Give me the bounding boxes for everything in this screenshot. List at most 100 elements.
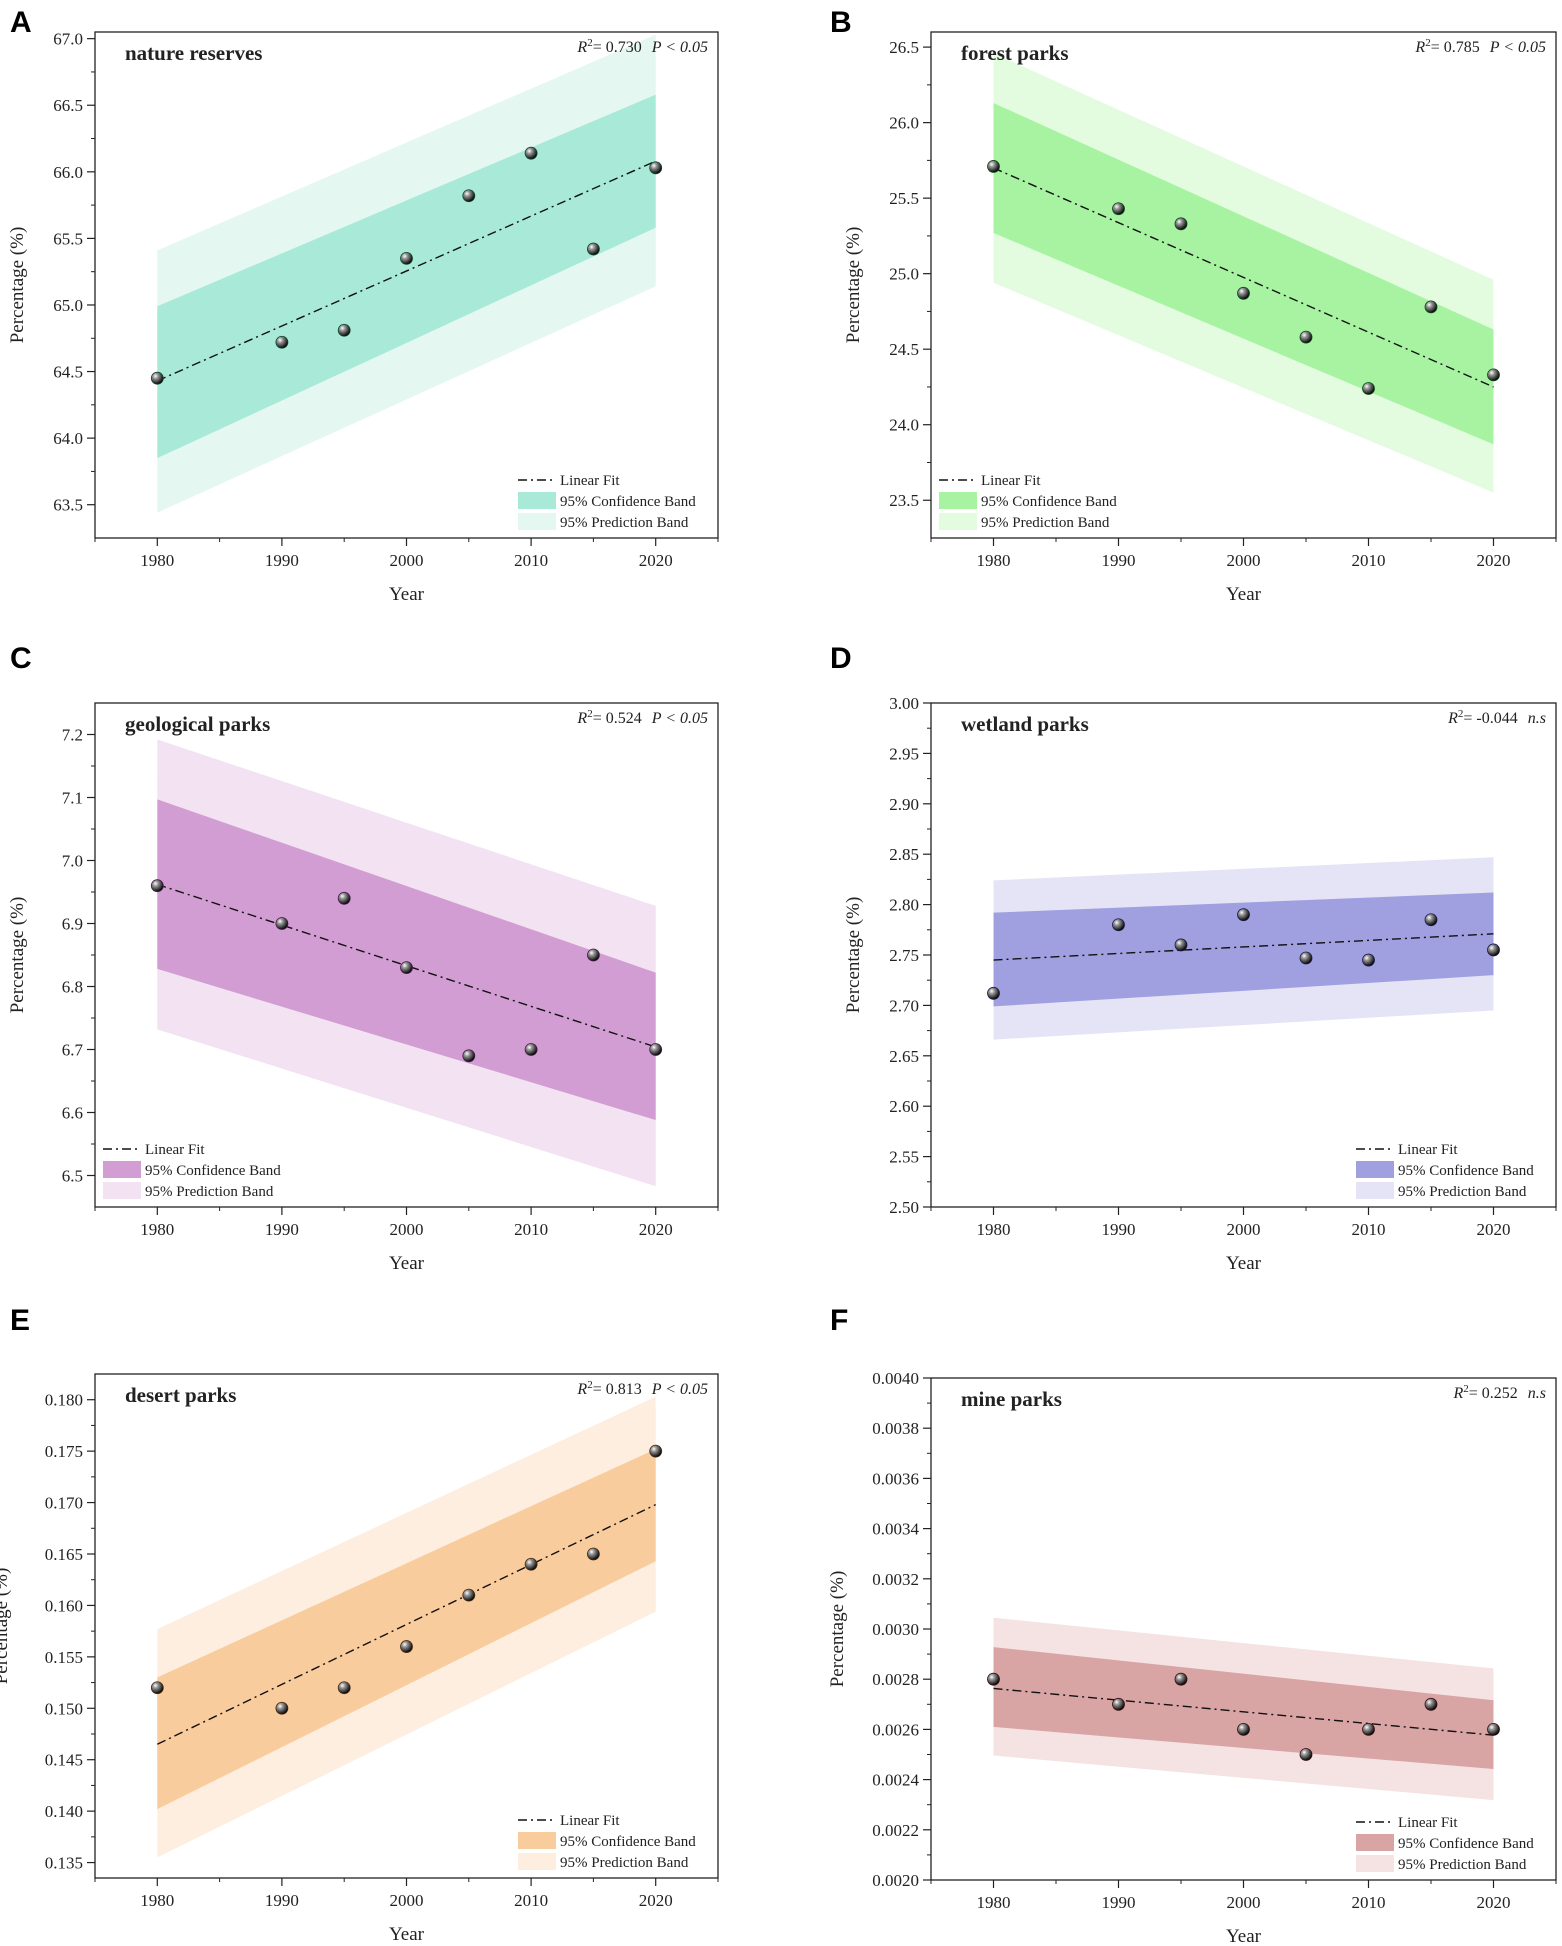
y-tick-label: 24.0 [889,416,919,435]
significance-label: P < 0.05 [651,710,708,727]
linear-fit-line [993,1687,1494,1736]
x-axis-label: Year [389,1924,425,1945]
y-tick-label: 0.175 [45,1442,83,1461]
data-point [987,986,1000,1000]
data-point [587,1547,600,1561]
legend-label: 95% Confidence Band [1398,1836,1534,1852]
x-axis-label: Year [1226,1253,1262,1274]
r-squared-exponent: 2 [1458,708,1464,720]
data-point [400,1640,413,1653]
data-point [462,189,476,203]
x-tick-label: 2010 [1352,1220,1386,1239]
legend-label: 95% Confidence Band [560,494,696,510]
x-tick-label: 2020 [639,551,673,570]
x-tick-label: 2020 [639,1891,673,1910]
y-tick-label: 25.5 [889,189,919,208]
x-tick-label: 2000 [390,551,424,570]
x-tick-label: 2020 [1477,1893,1511,1912]
panel-title: forest parks [961,41,1069,65]
y-tick-label: 2.65 [889,1047,919,1066]
data-point [1362,953,1375,967]
legend: Linear Fit 95% Confidence Band 95% Predict… [103,1142,281,1200]
panel-letter: C [10,642,32,675]
linear-fit-line [993,933,1494,961]
data-point [1424,300,1438,314]
y-tick-label: 2.50 [889,1198,919,1217]
confidence-band [993,1647,1494,1770]
y-axis-label: Percentage (%) [7,227,28,344]
x-tick-label: 2010 [514,1891,548,1910]
data-point [1299,1748,1313,1761]
y-tick-label: 2.75 [889,946,919,965]
x-tick-label: 1980 [977,1220,1011,1239]
legend-confidence-swatch [518,492,556,509]
y-tick-label: 6.5 [62,1167,83,1186]
panel-title: mine parks [961,1387,1062,1411]
data-point [1487,1723,1500,1736]
y-tick-label: 2.90 [889,795,919,814]
legend-prediction-swatch [518,1853,556,1870]
r-squared-value: = 0.785 [1431,39,1480,56]
legend-label: Linear Fit [1398,1815,1458,1831]
legend-label: 95% Confidence Band [981,494,1117,510]
y-tick-label: 0.0024 [872,1771,919,1790]
legend: Linear Fit 95% Confidence Band 95% Predict… [518,473,696,531]
data-point [275,335,289,349]
y-tick-label: 67.0 [53,30,83,49]
x-axis-label: Year [389,584,425,605]
y-tick-label: 65.5 [53,229,83,248]
stats-label: R2= 0.252 n.s [1452,1383,1546,1402]
stats-label: R2= 0.524 P < 0.05 [576,708,708,727]
x-tick-label: 2010 [514,1220,548,1239]
significance-label: n.s [1528,710,1546,727]
y-tick-label: 7.0 [62,852,83,871]
r-squared-symbol: R [1447,710,1458,727]
significance-label: P < 0.05 [1489,39,1546,56]
data-point [275,1701,289,1715]
legend-label: 95% Prediction Band [560,515,689,531]
panel-title: wetland parks [961,712,1089,736]
y-axis-label: Percentage (%) [7,897,28,1014]
panel-C: C 1980 1990 2000 2010 2020 6.5 6.6 6.7 6.8 6.9 7.0 7… [7,642,719,1274]
r-squared-exponent: 2 [587,37,593,49]
stats-label: R2= -0.044 n.s [1447,708,1546,727]
y-tick-label: 26.0 [889,114,919,133]
data-point [1112,918,1125,932]
y-tick-label: 0.0022 [872,1821,919,1840]
legend-label: 95% Prediction Band [981,515,1110,531]
y-tick-label: 2.85 [889,845,919,864]
data-point [1299,330,1313,344]
data-point [587,948,600,962]
data-point [524,1557,538,1571]
y-tick-label: 0.145 [45,1751,83,1770]
x-tick-label: 1990 [265,551,299,570]
y-tick-label: 0.160 [45,1596,83,1615]
significance-label: P < 0.05 [651,39,708,56]
legend-prediction-swatch [939,513,977,530]
confidence-band [993,102,1494,445]
panel-title: desert parks [125,1383,236,1407]
y-tick-label: 0.0032 [872,1570,919,1589]
y-tick-label: 6.7 [62,1041,84,1060]
legend-prediction-swatch [1356,1855,1394,1872]
data-point [150,879,164,893]
r-squared-value: = 0.252 [1469,1385,1518,1402]
x-tick-label: 2000 [1227,551,1261,570]
y-tick-label: 0.170 [45,1494,83,1513]
data-point [1487,368,1500,382]
panels-group: A 1980 1990 2000 2010 2020 63.5 64.0 64.5 65.0 65.… [0,6,1557,1946]
data-point [150,371,164,385]
data-point [150,1681,164,1695]
y-tick-label: 25.0 [889,265,919,284]
y-tick-label: 0.0028 [872,1670,919,1689]
x-tick-label: 2010 [1352,1893,1386,1912]
panel-E: E 1980 1990 2000 2010 2020 0.135 0.140 0.145 0.15… [0,1304,719,1945]
y-axis-label: Percentage (%) [827,1571,848,1688]
data-point [1174,217,1188,231]
data-point [1112,1697,1125,1711]
y-tick-label: 0.180 [45,1391,83,1410]
data-point [400,251,413,265]
data-point [1424,1697,1438,1711]
data-point [1237,1723,1250,1736]
panel-letter: A [10,6,32,39]
